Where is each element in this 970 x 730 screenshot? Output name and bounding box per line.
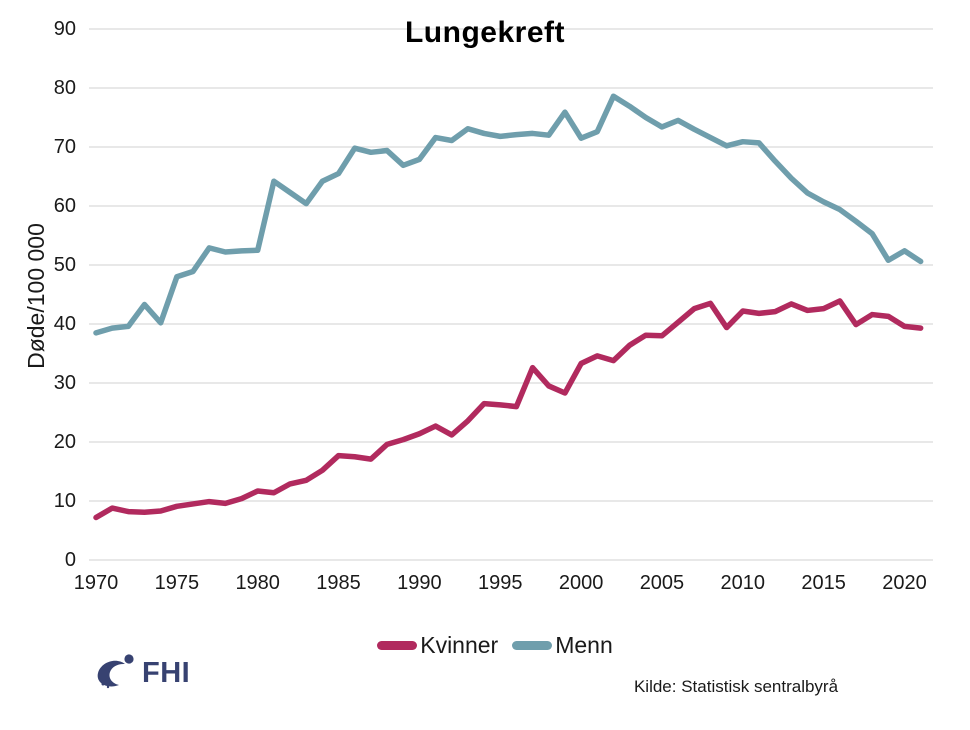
legend-swatch-icon: [377, 641, 418, 650]
x-tick-label: 1985: [316, 572, 361, 594]
legend: Kvinner Menn: [0, 632, 970, 659]
x-tick-label: 2010: [720, 572, 766, 594]
kvinner-line: [93, 298, 924, 521]
y-tick-label: 30: [53, 372, 76, 394]
x-tick-label: 1970: [73, 572, 119, 594]
fhi-logo: FHI: [94, 650, 190, 696]
legend-item-kvinner: Kvinner: [377, 632, 498, 659]
legend-item-menn: Menn: [512, 632, 613, 659]
fhi-swoosh-icon: [97, 654, 134, 689]
gridlines: [89, 28, 933, 561]
y-tick-label: 20: [53, 431, 76, 453]
legend-swatch-icon: [512, 641, 553, 650]
x-tick-label: 1990: [397, 572, 442, 594]
source-credit: Kilde: Statistisk sentralbyrå: [633, 677, 839, 696]
legend-label: Menn: [555, 632, 613, 658]
y-tick-label: 70: [53, 136, 76, 158]
x-tick-label: 1975: [154, 572, 200, 594]
x-tick-label: 1995: [478, 572, 523, 594]
fhi-logo-text: FHI: [142, 656, 191, 689]
y-tick-label: 50: [53, 254, 76, 276]
y-tick-label: 40: [53, 313, 76, 335]
y-tick-label: 90: [53, 18, 76, 40]
x-tick-label: 2015: [801, 572, 846, 594]
x-tick-label: 1980: [235, 572, 280, 594]
y-tick-label: 0: [64, 549, 76, 571]
y-tick-label: 60: [53, 195, 76, 217]
y-tick-label: 10: [53, 490, 76, 512]
menn-line: [93, 93, 924, 336]
y-tick-label: 80: [53, 77, 76, 99]
chart-title: Lungekreft: [404, 16, 565, 49]
legend-label: Kvinner: [420, 632, 499, 658]
x-tick-label: 2020: [882, 572, 927, 594]
x-tick-label: 2005: [639, 572, 685, 594]
x-tick-label: 2000: [558, 572, 604, 594]
